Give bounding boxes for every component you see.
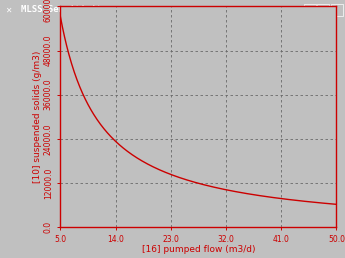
Y-axis label: [10] suspended solids (g/m3): [10] suspended solids (g/m3) <box>33 51 42 183</box>
FancyBboxPatch shape <box>304 4 316 17</box>
X-axis label: [16] pumped flow (m3/d): [16] pumped flow (m3/d) <box>142 245 255 254</box>
FancyBboxPatch shape <box>331 4 343 17</box>
Text: ✕: ✕ <box>5 5 11 14</box>
FancyBboxPatch shape <box>317 4 329 17</box>
Text: MLSS Sensitivity: MLSS Sensitivity <box>21 5 107 14</box>
